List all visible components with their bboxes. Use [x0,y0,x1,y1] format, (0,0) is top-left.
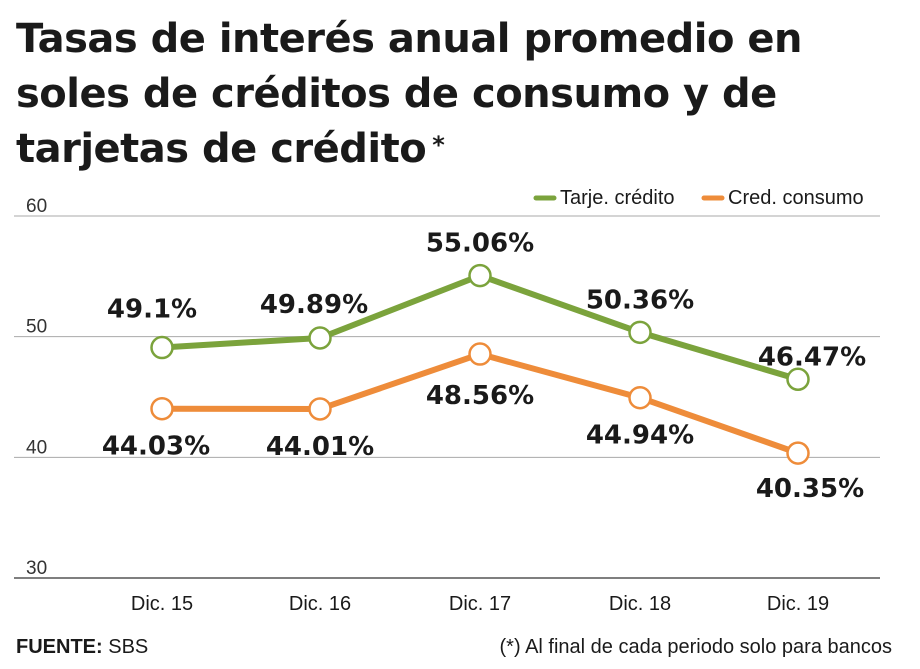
data-label: 49.89% [260,290,368,320]
data-label: 44.01% [266,432,374,462]
title-line-1: Tasas de interés anual promedio en [16,16,802,62]
legend-label: Cred. consumo [728,187,864,209]
footnote: (*) Al final de cada periodo solo para b… [499,636,892,658]
data-point [628,320,652,345]
data-point [786,367,810,392]
source-credit: FUENTE: SBS [16,636,148,659]
data-label: 49.1% [107,295,197,325]
legend-label: Tarje. crédito [560,187,675,209]
y-tick-label: 40 [26,437,47,458]
x-tick-label: Dic. 18 [609,593,671,615]
y-tick-label: 60 [26,196,47,217]
x-tick-label: Dic. 15 [131,593,193,615]
data-point [468,342,492,366]
y-tick-label: 50 [26,317,47,338]
data-label: 50.36% [586,285,694,315]
source-value: SBS [108,636,149,658]
title-line-2: soles de créditos de consumo y de [16,71,777,117]
x-tick-label: Dic. 17 [449,593,511,615]
data-label: 48.56% [426,381,534,411]
data-label: 44.03% [102,432,210,462]
x-tick-label: Dic. 19 [767,593,829,615]
data-point [468,263,492,288]
source-label: FUENTE: [16,636,103,658]
data-label: 46.47% [758,342,866,372]
x-tick-label: Dic. 16 [289,593,351,615]
data-point [786,441,810,465]
title-line-3: tarjetas de crédito [16,126,427,172]
title-asterisk: * [432,131,445,159]
data-label: 55.06% [426,229,534,259]
data-label: 44.94% [586,421,694,451]
data-point [150,396,174,421]
data-label: 40.35% [756,474,864,504]
data-point [308,397,332,421]
data-point [150,335,174,360]
y-tick-label: 30 [26,558,47,579]
data-point [628,385,652,410]
data-point [308,326,332,350]
chart-title: Tasas de interés anual promedio en soles… [16,12,896,177]
